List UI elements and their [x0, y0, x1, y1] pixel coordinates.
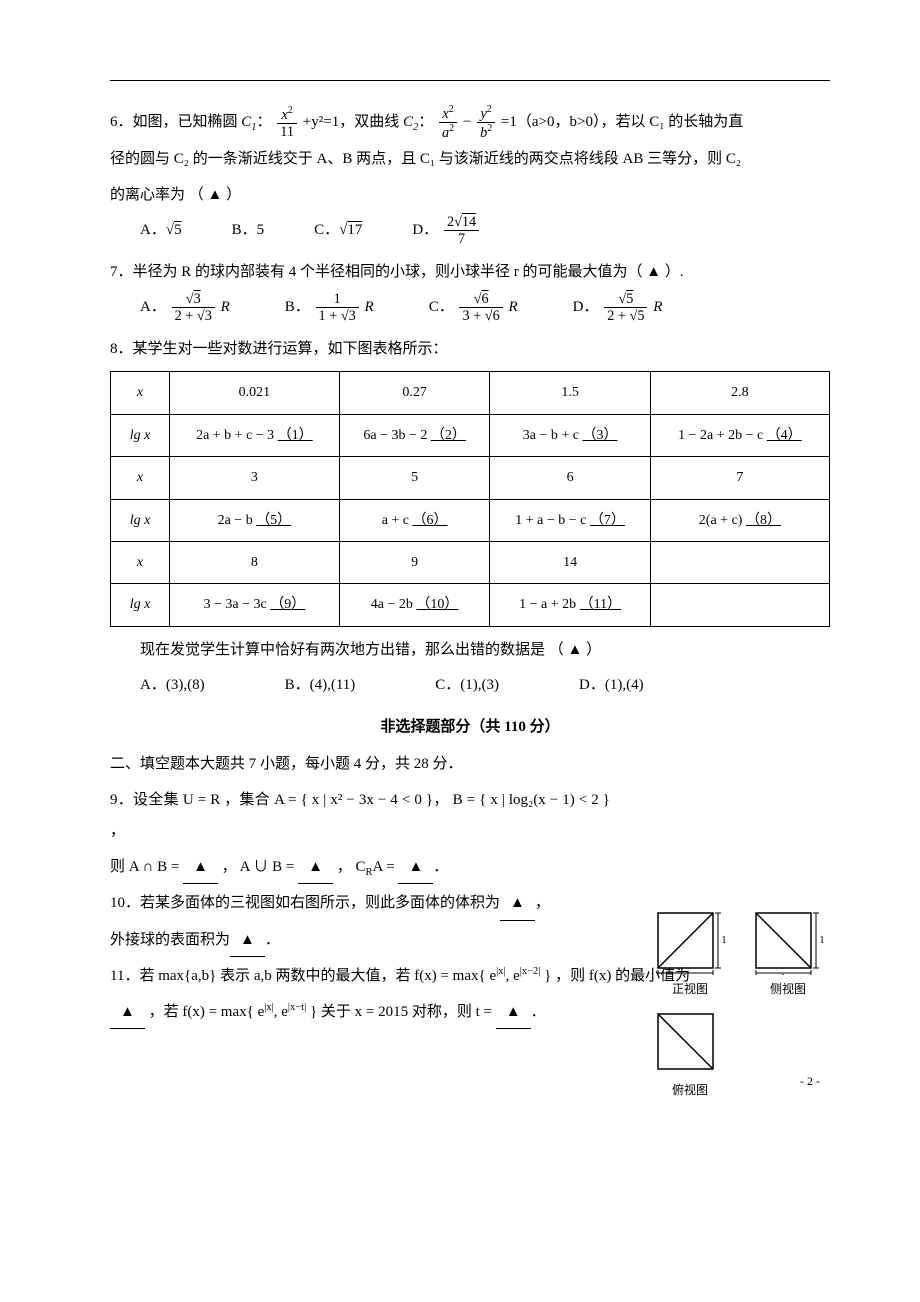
- cell: 14: [490, 541, 650, 583]
- table-row: lg x 3 − 3a − 3c （9） 4a − 2b （10） 1 − a …: [111, 584, 830, 626]
- cell-x: x: [111, 372, 170, 414]
- q6-line2: 径的圆与 C₂ 的一条渐近线交于 A、B 两点，且 C₁ 与该渐近线的两交点将线…: [110, 144, 830, 176]
- q6-c1: C1: [241, 114, 256, 130]
- q6-optD: D． 214 7: [412, 215, 481, 247]
- q6-optC: C．17: [314, 215, 362, 247]
- section2-title: 非选择题部分（共 110 分）: [110, 712, 830, 744]
- blank-icon: ▲: [298, 852, 333, 885]
- q8-table: x 0.021 0.27 1.5 2.8 lg x 2a + b + c − 3…: [110, 371, 830, 626]
- cell: 2a − b （5）: [170, 499, 340, 541]
- q9-line1: 9．设全集 U = R ，集合 A = { x | x² − 3x − 4 < …: [110, 785, 610, 848]
- q6-optB: B．5: [232, 215, 265, 247]
- dim-label: 1: [819, 934, 825, 946]
- cell: 3 − 3a − 3c （9）: [170, 584, 340, 626]
- three-view-figures: 1 1 正视图 1 1 侧视图: [650, 905, 860, 1107]
- cell: 2.8: [650, 372, 829, 414]
- q7-options: A． 3 2 + 3 R B． 1 1 + 3 R C． 6 3 + 6 R D…: [140, 292, 830, 324]
- q6-options: A．5 B．5 C．17 D． 214 7: [140, 215, 830, 247]
- cell: 9: [339, 541, 490, 583]
- blank-icon: ▲: [183, 852, 218, 885]
- blank-icon: ▲: [398, 852, 433, 885]
- side-view-label: 侧视图: [770, 977, 806, 1002]
- top-view-label: 俯视图: [672, 1078, 708, 1103]
- q6-text-b: +y²=1，双曲线: [303, 114, 403, 130]
- front-view-svg: 1 1: [650, 905, 730, 975]
- q6-hyp-frac2: y2 b2: [477, 105, 495, 140]
- q6-line3: 的离心率为 （ ▲ ）: [110, 180, 830, 212]
- q7-optC: C． 6 3 + 6 R: [429, 292, 518, 324]
- blank-icon: ▲: [496, 997, 531, 1030]
- cell: 7: [650, 457, 829, 499]
- q8-optB: B．(4),(11): [285, 670, 356, 702]
- q6-line1: 6．如图，已知椭圆 C1： x2 11 +y²=1，双曲线 C2： x2 a2 …: [110, 105, 830, 140]
- q8-optD: D．(1),(4): [579, 670, 644, 702]
- q7-optD: D． 5 2 + 5 R: [573, 292, 663, 324]
- cell: 4a − 2b （10）: [339, 584, 490, 626]
- table-row: x 0.021 0.27 1.5 2.8: [111, 372, 830, 414]
- blank-icon: ▲: [500, 888, 535, 921]
- q7-optB: B． 1 1 + 3 R: [285, 292, 374, 324]
- cell-x: x: [111, 457, 170, 499]
- blank-icon: ▲: [110, 997, 145, 1030]
- table-row: x 3 5 6 7: [111, 457, 830, 499]
- cell: 6a − 3b − 2 （2）: [339, 414, 490, 456]
- q10-line1: 10．若某多面体的三视图如右图所示，则此多面体的体积为▲，: [110, 888, 610, 921]
- cell: 8: [170, 541, 340, 583]
- cell: 1 + a − b − c （7）: [490, 499, 650, 541]
- q8-optC: C．(1),(3): [435, 670, 499, 702]
- q8-outro: 现在发觉学生计算中恰好有两次地方出错，那么出错的数据是 （ ▲ ）: [110, 635, 830, 667]
- cell: 1.5: [490, 372, 650, 414]
- top-rule: [110, 80, 830, 81]
- q6-hyp-frac1: x2 a2: [439, 105, 457, 140]
- blank-icon: ▲: [230, 925, 265, 958]
- table-row: x 8 9 14: [111, 541, 830, 583]
- cell-x: x: [111, 541, 170, 583]
- cell: [650, 541, 829, 583]
- cell-lgx: lg x: [111, 414, 170, 456]
- q7-optA: A． 3 2 + 3 R: [140, 292, 230, 324]
- section2-intro: 二、填空题本大题共 7 小题，每小题 4 分，共 28 分．: [110, 749, 830, 781]
- top-view-svg: [650, 1006, 730, 1076]
- q8-intro: 8．某学生对一些对数进行运算，如下图表格所示：: [110, 334, 830, 366]
- dim-label: 1: [721, 934, 727, 946]
- q6-c2: C2: [403, 114, 418, 130]
- q6-text-a: 6．如图，已知椭圆: [110, 114, 241, 130]
- table-row: lg x 2a − b （5） a + c （6） 1 + a − b − c …: [111, 499, 830, 541]
- cell: 6: [490, 457, 650, 499]
- cell: 0.021: [170, 372, 340, 414]
- side-view-svg: 1 1: [748, 905, 828, 975]
- cell: 0.27: [339, 372, 490, 414]
- cell: 1 − 2a + 2b − c （4）: [650, 414, 829, 456]
- cell: [650, 584, 829, 626]
- cell: 1 − a + 2b （11）: [490, 584, 650, 626]
- q6-optA: A．5: [140, 215, 182, 247]
- q9-line2: 则 A ∩ B = ▲ ， A ∪ B = ▲ ， CRA = ▲．: [110, 852, 830, 885]
- front-view-label: 正视图: [672, 977, 708, 1002]
- cell-lgx: lg x: [111, 584, 170, 626]
- q6-text-c: =1（a>0，b>0），若以 C₁ 的长轴为直: [501, 114, 743, 130]
- cell-lgx: lg x: [111, 499, 170, 541]
- side-view: 1 1 侧视图: [748, 905, 828, 1002]
- front-view: 1 1 正视图: [650, 905, 730, 1002]
- cell: a + c （6）: [339, 499, 490, 541]
- cell: 2a + b + c − 3 （1）: [170, 414, 340, 456]
- q6-ellipse-frac: x2 11: [277, 106, 297, 139]
- cell: 3: [170, 457, 340, 499]
- top-view: 俯视图: [650, 1006, 730, 1103]
- table-row: lg x 2a + b + c − 3 （1） 6a − 3b − 2 （2） …: [111, 414, 830, 456]
- cell: 3a − b + c （3）: [490, 414, 650, 456]
- q8-optA: A．(3),(8): [140, 670, 205, 702]
- cell: 5: [339, 457, 490, 499]
- q7-line1: 7．半径为 R 的球内部装有 4 个半径相同的小球，则小球半径 r 的可能最大值…: [110, 257, 830, 289]
- q8-options: A．(3),(8) B．(4),(11) C．(1),(3) D．(1),(4): [140, 670, 830, 702]
- cell: 2(a + c) （8）: [650, 499, 829, 541]
